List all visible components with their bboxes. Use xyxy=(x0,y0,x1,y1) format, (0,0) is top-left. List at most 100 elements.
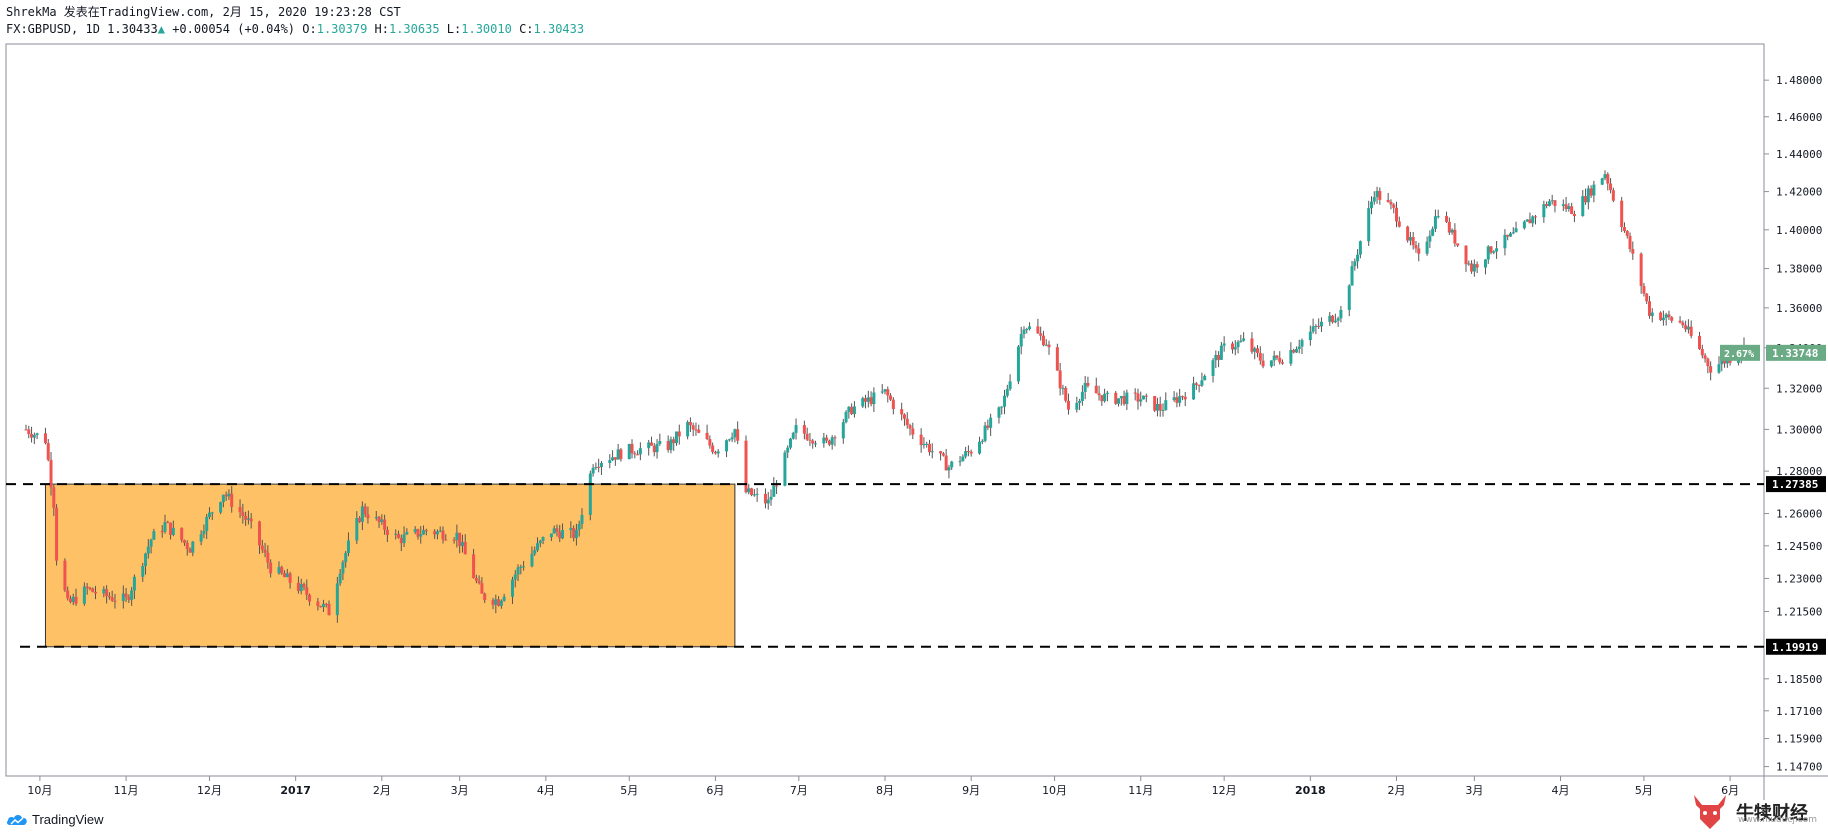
candle-body xyxy=(1025,328,1029,330)
candle-body xyxy=(146,546,150,554)
candle-body xyxy=(533,550,537,554)
candle-body xyxy=(1353,261,1357,267)
candle-body xyxy=(1428,235,1432,242)
candle-body xyxy=(1336,318,1340,321)
candle-body xyxy=(113,600,117,602)
candle-body xyxy=(285,573,289,578)
candle-body xyxy=(405,532,409,535)
candle-body xyxy=(227,493,231,497)
y-tick-label: 1.48000 xyxy=(1776,74,1822,87)
tradingview-logo[interactable]: TradingView xyxy=(6,812,104,827)
candle-body xyxy=(1086,382,1090,386)
candle-body xyxy=(1508,233,1512,237)
candle-body xyxy=(124,593,128,598)
candle-body xyxy=(171,527,175,535)
candle-body xyxy=(886,389,890,396)
candle-body xyxy=(658,441,662,444)
publish-info: ShrekMa 发表在TradingView.com, 2月 15, 2020 … xyxy=(6,5,401,19)
candle-body xyxy=(1328,315,1332,322)
candle-body xyxy=(1222,343,1226,346)
candle-body xyxy=(1406,226,1410,241)
candle-body xyxy=(850,406,854,415)
y-tick-label: 1.36000 xyxy=(1776,302,1822,315)
candle-body xyxy=(1136,393,1140,402)
candle-body xyxy=(1553,200,1557,206)
candle-body xyxy=(1492,251,1496,253)
candle-body xyxy=(91,588,95,592)
candle-body xyxy=(1044,344,1048,346)
candle-body xyxy=(43,433,47,444)
candle-body xyxy=(1375,190,1379,198)
candle-body xyxy=(1292,350,1296,353)
last-price-badge xyxy=(1766,344,1826,361)
candle-body xyxy=(510,579,514,597)
candle-body xyxy=(1567,206,1571,210)
candle-body xyxy=(711,445,715,453)
candle-body xyxy=(666,441,670,451)
candle-body xyxy=(266,552,270,563)
candle-body xyxy=(1239,340,1243,342)
candle-body xyxy=(288,573,292,583)
candle-body xyxy=(649,442,653,446)
candle-body xyxy=(688,422,692,426)
candle-body xyxy=(105,589,109,597)
candle-body xyxy=(1142,395,1146,400)
candle-body xyxy=(366,514,370,519)
candle-body xyxy=(1261,360,1265,367)
x-tick-label: 5月 xyxy=(1635,784,1653,797)
candle-body xyxy=(1139,399,1143,402)
candle-body xyxy=(1333,320,1337,323)
candle-body xyxy=(338,573,342,584)
candle-body xyxy=(769,496,773,500)
candle-body xyxy=(52,487,56,508)
candle-body xyxy=(1639,253,1643,287)
watermark-site: www.niuducj.com xyxy=(1738,815,1817,825)
y-tick-label: 1.21500 xyxy=(1776,605,1822,618)
candle-body xyxy=(1256,348,1260,353)
candle-body xyxy=(27,429,31,435)
candle-body xyxy=(1350,266,1354,286)
y-tick-label: 1.26000 xyxy=(1776,508,1822,521)
candle-body xyxy=(1272,355,1276,361)
candle-body xyxy=(144,553,148,566)
candle-body xyxy=(1631,249,1635,254)
candle-body xyxy=(1041,335,1045,346)
y-tick-label: 1.15900 xyxy=(1776,733,1822,746)
candle-body xyxy=(1250,338,1254,352)
candle-body xyxy=(983,425,987,441)
y-tick-label: 1.23000 xyxy=(1776,572,1822,585)
candle-body xyxy=(1436,216,1440,218)
candle-body xyxy=(283,573,287,578)
symbol-label[interactable]: FX:GBPUSD, 1D xyxy=(6,22,100,36)
candle-body xyxy=(188,548,192,553)
high-label: H: xyxy=(374,22,389,36)
candle-body xyxy=(1172,397,1176,401)
candle-body xyxy=(1392,204,1396,208)
up-arrow-icon: ▲ xyxy=(157,22,165,36)
candle-body xyxy=(402,534,406,544)
candle-body xyxy=(335,583,339,616)
candle-body xyxy=(1453,229,1457,244)
candle-body xyxy=(1308,331,1312,341)
y-tick-label: 1.40000 xyxy=(1776,224,1822,237)
candle-body xyxy=(1192,383,1196,400)
candle-body xyxy=(1495,248,1499,252)
candle-body xyxy=(1358,241,1362,255)
candle-body xyxy=(455,532,459,540)
candle-body xyxy=(791,432,795,439)
candle-body xyxy=(1125,392,1129,405)
candle-body xyxy=(638,448,642,455)
candle-body xyxy=(1570,206,1574,214)
candle-body xyxy=(558,531,562,539)
candle-body xyxy=(308,594,312,602)
candle-body xyxy=(783,452,787,486)
candle-body xyxy=(827,440,831,445)
candle-body xyxy=(911,428,915,435)
candle-body xyxy=(319,605,323,608)
candle-body xyxy=(1486,246,1490,260)
candle-body xyxy=(502,596,506,601)
candle-body xyxy=(691,425,695,430)
candle-body xyxy=(1133,392,1137,394)
candle-body xyxy=(541,537,545,541)
